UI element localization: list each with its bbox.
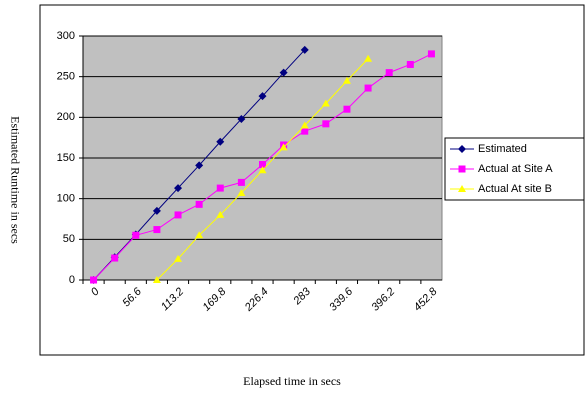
point <box>174 254 183 262</box>
point <box>153 226 161 234</box>
point <box>90 276 98 284</box>
point <box>152 276 161 283</box>
point <box>152 206 161 215</box>
point <box>427 50 435 58</box>
y-tick-label: 200 <box>57 111 75 123</box>
point <box>237 114 246 123</box>
point <box>321 99 330 107</box>
y-tick-label: 100 <box>57 193 75 205</box>
point <box>301 127 309 135</box>
point <box>279 68 288 77</box>
legend-label: Estimated <box>478 143 527 155</box>
legend-label: Actual at Site A <box>478 163 553 175</box>
point <box>174 211 182 219</box>
point <box>322 120 330 128</box>
legend-marker <box>458 185 466 192</box>
point <box>195 231 204 239</box>
point <box>300 45 309 54</box>
y-tick-label: 0 <box>69 274 75 286</box>
x-axis-label: Elapsed time in secs <box>243 374 341 388</box>
point <box>216 210 225 218</box>
point <box>259 161 266 169</box>
y-tick-label: 300 <box>57 30 75 42</box>
y-tick-label: 250 <box>57 71 75 83</box>
point <box>342 76 351 84</box>
point <box>343 105 351 113</box>
point <box>258 92 267 101</box>
legend-label: Actual At site B <box>478 183 552 195</box>
point <box>406 60 414 68</box>
point <box>364 84 372 92</box>
point <box>300 121 309 129</box>
y-axis-label: Estimated Runtime in secs <box>8 116 22 244</box>
point <box>279 143 288 151</box>
legend-marker <box>458 145 466 153</box>
y-tick-label: 150 <box>57 152 75 164</box>
point <box>258 166 267 174</box>
point <box>237 178 245 186</box>
point <box>364 54 373 62</box>
point <box>385 69 393 77</box>
legend-marker <box>458 165 466 173</box>
point <box>216 184 224 192</box>
point <box>174 184 183 193</box>
point <box>195 200 203 208</box>
point <box>216 137 225 146</box>
point <box>111 254 119 262</box>
point <box>132 231 140 239</box>
point <box>237 188 246 196</box>
y-tick-label: 50 <box>63 233 75 245</box>
point <box>195 161 204 170</box>
